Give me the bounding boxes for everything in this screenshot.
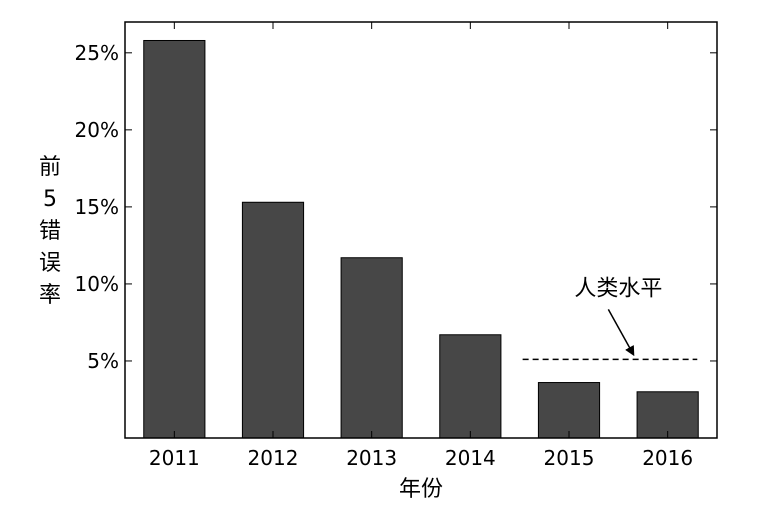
y-axis-label-char: 率 xyxy=(39,283,61,308)
x-tick-label: 2015 xyxy=(544,446,595,470)
bars-layer xyxy=(143,39,699,439)
reference-line-label: 人类水平 xyxy=(574,276,662,301)
ticks-layer: 2011 2012 2013 2014 2015 2016 5% 10% 15% 20% 25% xyxy=(75,22,717,470)
y-axis-label-char: 错 xyxy=(39,219,61,244)
bar-2013 xyxy=(340,257,403,439)
x-tick-label: 2016 xyxy=(642,446,693,470)
y-axis-label-char: 误 xyxy=(39,251,61,276)
y-tick-label: 10% xyxy=(75,272,119,296)
bar-2014 xyxy=(439,334,502,439)
y-tick-label: 15% xyxy=(75,195,119,219)
x-axis-label: 年份 xyxy=(399,477,443,502)
x-tick-label: 2014 xyxy=(445,446,496,470)
bar-2011 xyxy=(143,39,206,439)
y-axis-label-char: 5 xyxy=(43,187,57,212)
reference-layer xyxy=(522,309,698,361)
x-tick-label: 2011 xyxy=(149,446,200,470)
y-axis-label-char: 前 xyxy=(39,155,61,180)
reference-arrow xyxy=(607,309,635,357)
y-tick-label: 25% xyxy=(75,41,119,65)
bar-2012 xyxy=(241,201,305,439)
bar-2016 xyxy=(636,391,699,439)
y-tick-label: 20% xyxy=(75,118,119,142)
x-tick-label: 2012 xyxy=(248,446,299,470)
x-tick-label: 2013 xyxy=(346,446,397,470)
bar-2015 xyxy=(537,382,601,439)
y-axis-label: 前 5 错误率 xyxy=(39,155,61,308)
y-tick-label: 5% xyxy=(87,349,119,373)
plot-frame xyxy=(124,21,718,439)
